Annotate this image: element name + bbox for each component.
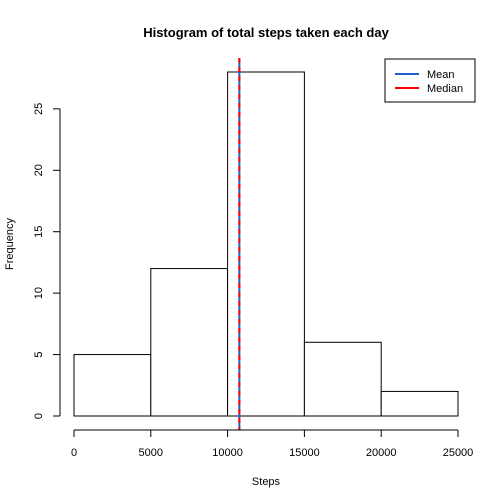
y-tick-label: 0 — [33, 413, 45, 419]
y-tick-label: 15 — [33, 226, 45, 238]
histogram-bar-0 — [73, 354, 152, 417]
x-tick-label: 5000 — [139, 447, 163, 459]
legend-label-median: Median — [427, 83, 463, 95]
legend-box — [384, 58, 476, 103]
x-axis-label: Steps — [252, 476, 281, 488]
histogram-bar-2 — [227, 71, 305, 417]
legend: Mean Median — [384, 58, 476, 103]
x-tick-label: 25000 — [443, 447, 474, 459]
legend-label-mean: Mean — [427, 69, 455, 81]
x-tick-label: 20000 — [366, 447, 397, 459]
x-tick-label: 15000 — [289, 447, 320, 459]
y-tick-label: 5 — [33, 352, 45, 358]
y-tick-label: 20 — [33, 164, 45, 176]
x-tick-label: 10000 — [212, 447, 243, 459]
x-axis: 0 5000 10000 15000 20000 25000 — [71, 429, 474, 459]
chart-title: Histogram of total steps taken each day — [143, 25, 389, 40]
histogram-bar-4 — [380, 390, 459, 417]
y-tick-label: 10 — [33, 287, 45, 299]
histogram-bar-1 — [150, 268, 229, 417]
bars-group — [73, 71, 459, 417]
y-axis-label: Frequency — [4, 218, 16, 270]
y-axis: 0 5 10 15 20 25 — [33, 103, 61, 419]
x-tick-label: 0 — [71, 447, 77, 459]
y-tick-label: 25 — [33, 103, 45, 115]
histogram-bar-3 — [303, 341, 382, 417]
